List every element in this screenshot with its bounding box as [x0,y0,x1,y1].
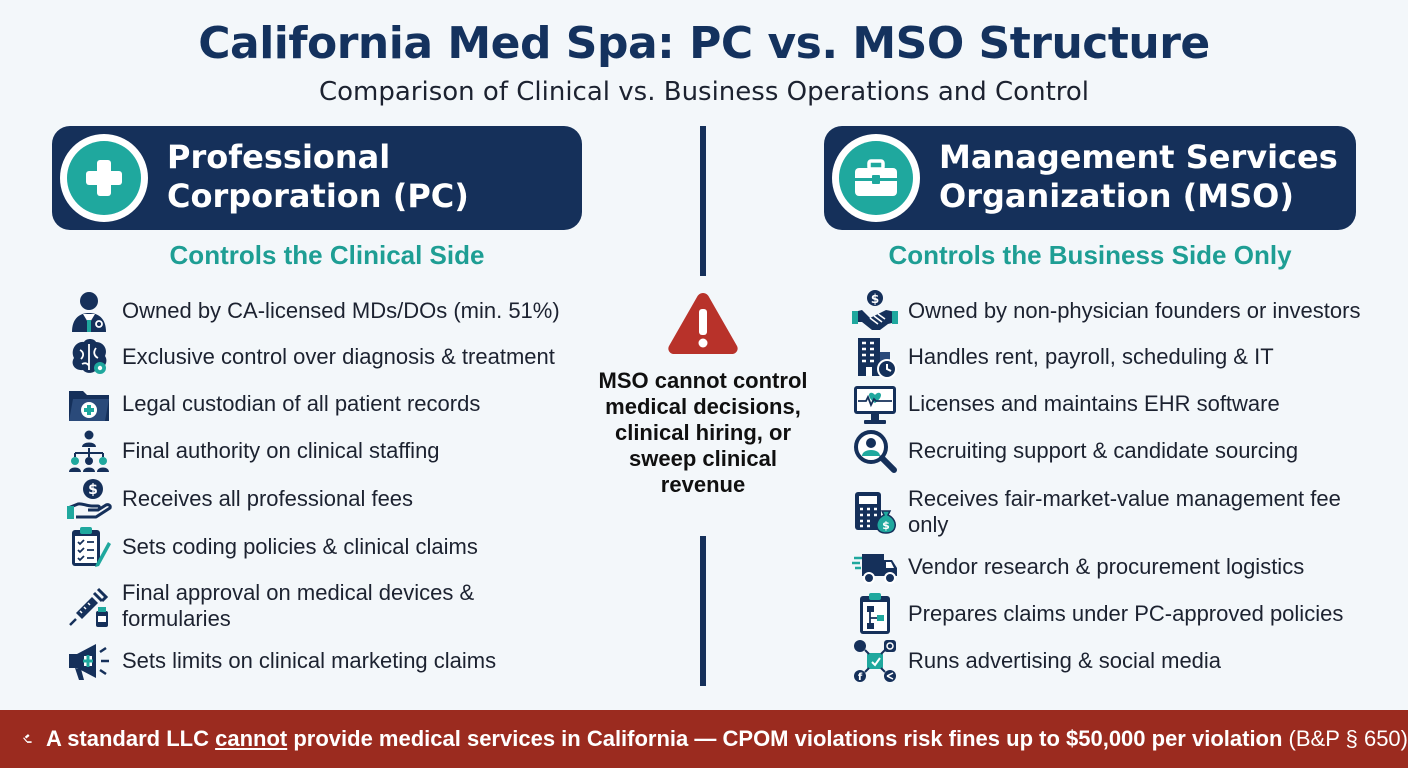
pc-title-line1: Professional [167,138,391,176]
pc-item-label: Sets limits on clinical marketing claims [122,648,497,673]
pc-item: Legal custodian of all patient records [66,381,586,427]
page-subtitle: Comparison of Clinical vs. Business Oper… [318,77,1090,107]
medical-folder-icon [66,381,112,427]
mso-item-label: Vendor research & procurement logistics [908,554,1305,579]
center-warning-note: MSO cannot control medical decisions, cl… [598,368,808,497]
svg-text:f: f [858,672,863,683]
mso-badge [832,134,920,222]
pc-item: Owned by CA-licensed MDs/DOs (min. 51%) [66,288,586,334]
gavel-icon [23,734,32,743]
clipboard-check-icon [66,524,112,570]
briefcase-icon [855,159,897,196]
footer-citation: (B&P § 650) [1282,726,1408,751]
mso-item-label: Licenses and maintains EHR software [908,391,1280,416]
hand-coin-icon: $ [66,476,112,522]
mso-header-banner: Management Services Organization (MSO) [824,126,1356,230]
mso-item: Handles rent, payroll, scheduling & IT [852,334,1382,380]
footer-text-after: provide medical services in California —… [287,726,1283,751]
mso-item: Licenses and maintains EHR software [852,381,1382,427]
pc-side-label: Controls the Clinical Side [169,240,485,270]
pc-item-label: Sets coding policies & clinical claims [122,534,478,559]
svg-text:$: $ [882,519,890,532]
monitor-heartbeat-icon [852,381,898,427]
mso-title-line1: Management Services [939,138,1338,176]
mso-item: $ Owned by non-physician founders or inv… [852,288,1382,334]
mso-item-label: Prepares claims under PC-approved polici… [908,601,1344,626]
doctor-icon [66,288,112,334]
pc-item: Exclusive control over diagnosis & treat… [66,334,586,380]
building-clock-icon [852,334,898,380]
mso-item: $ Receives fair-market-value management … [852,486,1382,538]
clipboard-flowchart-icon [852,591,898,637]
pc-title: Professional Corporation (PC) [167,138,572,216]
mso-title-line2: Organization (MSO) [939,177,1294,215]
medical-cross-icon [86,160,122,196]
pc-item-label: Exclusive control over diagnosis & treat… [122,344,555,369]
pc-badge [60,134,148,222]
pc-item-label: Legal custodian of all patient records [122,391,481,416]
pc-item-label: Final authority on clinical staffing [122,438,440,463]
brain-gear-icon [66,334,112,380]
pc-header-banner: Professional Corporation (PC) [52,126,582,230]
delivery-truck-icon [852,544,898,590]
mso-item: Recruiting support & candidate sourcing [852,428,1382,474]
center-divider-top [700,126,706,276]
pc-item: $ Receives all professional fees [66,476,586,522]
handshake-coin-icon: $ [852,288,898,334]
footer-text-before: A standard LLC [46,726,216,751]
mso-item-label: Receives fair-market-value management fe… [908,486,1341,537]
magnifier-person-icon [852,428,898,474]
pc-item-label: Final approval on medical devices & form… [122,580,475,631]
svg-text:$: $ [871,292,879,306]
pc-item-label: Receives all professional fees [122,486,414,511]
social-media-icon: f [852,638,898,684]
calculator-moneybag-icon: $ [852,489,898,535]
center-divider-bottom [700,536,706,686]
pc-item: Final authority on clinical staffing [66,428,586,474]
svg-text:$: $ [88,482,98,498]
megaphone-cross-icon [66,638,112,684]
page-title: California Med Spa: PC vs. MSO Structure [198,18,1210,69]
mso-item: f Runs advertising & social media [852,638,1382,684]
footer-text: A standard LLC cannot provide medical se… [46,726,1408,752]
footer-text-emphasis: cannot [215,726,288,751]
mso-item: Vendor research & procurement logistics [852,544,1382,590]
pc-item: Sets coding policies & clinical claims [66,524,586,570]
mso-item: Prepares claims under PC-approved polici… [852,591,1382,637]
mso-item-label: Handles rent, payroll, scheduling & IT [908,344,1274,369]
pc-item-label: Owned by CA-licensed MDs/DOs (min. 51%) [122,298,560,323]
mso-side-label: Controls the Business Side Only [888,240,1292,270]
footer-warning-bar: A standard LLC cannot provide medical se… [0,710,1408,768]
pc-title-line2: Corporation (PC) [167,177,469,215]
pc-item: Sets limits on clinical marketing claims [66,638,586,684]
mso-item-label: Owned by non-physician founders or inves… [908,298,1361,323]
pc-item: Final approval on medical devices & form… [66,580,586,632]
mso-item-label: Recruiting support & candidate sourcing [908,438,1299,463]
mso-item-label: Runs advertising & social media [908,648,1222,673]
org-chart-icon [66,428,112,474]
warning-triangle-icon [668,293,738,354]
mso-title: Management Services Organization (MSO) [939,138,1346,216]
syringe-vial-icon [66,583,112,629]
